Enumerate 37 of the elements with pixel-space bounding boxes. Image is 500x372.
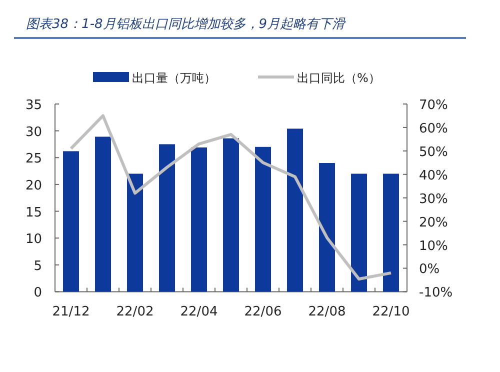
y2-tick-label: 20%: [419, 215, 448, 230]
bar: [63, 151, 79, 292]
y2-tick-label: 10%: [419, 238, 448, 254]
y-tick-label: 35: [25, 98, 42, 113]
bar: [127, 174, 143, 292]
y2-tick-label: 0%: [419, 262, 440, 278]
title: 图表38：1-8月铝板出口同比增加较多，9月起略有下滑: [26, 17, 346, 32]
y-tick-label: 30: [25, 124, 42, 140]
y2-tick-label: -10%: [419, 286, 453, 301]
bar: [223, 138, 239, 292]
bar: [287, 128, 303, 292]
y2-tick-label: 60%: [419, 121, 448, 136]
x-tick-label: 22/08: [308, 304, 346, 320]
bar: [383, 174, 399, 292]
bar: [255, 146, 271, 292]
y2-tick-label: 40%: [419, 168, 448, 184]
bar: [351, 174, 367, 292]
y2-tick-label: 70%: [419, 98, 448, 113]
legend-label: 出口同比（%）: [297, 71, 380, 85]
bar: [319, 162, 335, 292]
y-tick-label: 25: [25, 152, 42, 167]
y-tick-label: 15: [25, 205, 42, 220]
legend-label: 出口量（万吨）: [132, 71, 216, 85]
x-tick-label: 22/06: [244, 304, 282, 320]
y-tick-label: 5: [34, 258, 42, 274]
y-tick-label: 10: [25, 232, 42, 248]
y2-tick-label: 50%: [419, 144, 448, 160]
x-tick-label: 21/12: [52, 304, 90, 320]
y2-tick-label: 30%: [419, 192, 448, 207]
bar: [95, 136, 111, 292]
y-tick-label: 0: [34, 286, 42, 301]
x-tick-label: 22/02: [116, 304, 154, 320]
bar: [159, 144, 175, 292]
x-tick-label: 22/04: [180, 304, 218, 320]
y-tick-label: 20: [25, 178, 42, 194]
x-tick-label: 22/10: [372, 304, 410, 320]
bar: [191, 147, 207, 292]
